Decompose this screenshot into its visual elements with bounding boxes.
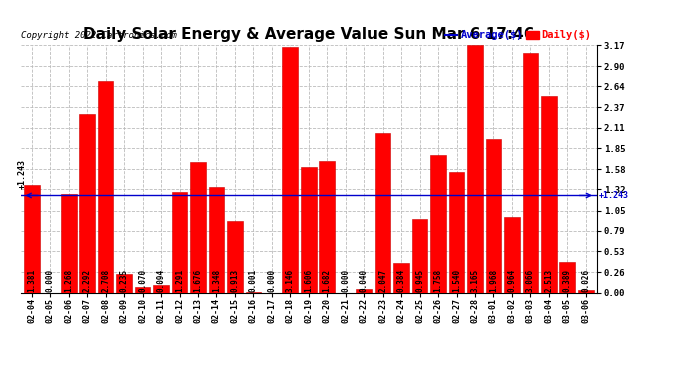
Text: 0.001: 0.001 bbox=[249, 268, 258, 292]
Text: 1.268: 1.268 bbox=[64, 268, 73, 292]
Text: 0.913: 0.913 bbox=[230, 268, 239, 292]
Bar bbox=[486, 139, 502, 292]
Text: 0.945: 0.945 bbox=[415, 268, 424, 292]
Text: Copyright 2022 Cartronics.com: Copyright 2022 Cartronics.com bbox=[21, 31, 177, 40]
Text: 2.708: 2.708 bbox=[101, 268, 110, 292]
Text: 1.606: 1.606 bbox=[304, 268, 313, 292]
Text: 0.384: 0.384 bbox=[397, 268, 406, 292]
Bar bbox=[319, 161, 335, 292]
Bar bbox=[98, 81, 113, 292]
Text: 1.758: 1.758 bbox=[433, 268, 442, 292]
Text: 0.040: 0.040 bbox=[359, 268, 368, 292]
Text: +1.243: +1.243 bbox=[18, 159, 27, 189]
Text: +1.243: +1.243 bbox=[599, 191, 629, 200]
Bar bbox=[393, 262, 409, 292]
Text: 0.070: 0.070 bbox=[138, 268, 147, 292]
Bar bbox=[227, 221, 243, 292]
Text: 1.682: 1.682 bbox=[323, 268, 332, 292]
Text: 3.165: 3.165 bbox=[471, 268, 480, 292]
Bar bbox=[153, 285, 169, 292]
Text: 0.389: 0.389 bbox=[563, 268, 572, 292]
Bar bbox=[190, 162, 206, 292]
Bar bbox=[375, 133, 391, 292]
Text: 0.235: 0.235 bbox=[119, 268, 128, 292]
Text: 0.964: 0.964 bbox=[507, 268, 516, 292]
Text: 2.292: 2.292 bbox=[83, 268, 92, 292]
Text: 0.000: 0.000 bbox=[342, 268, 351, 292]
Bar bbox=[116, 274, 132, 292]
Bar bbox=[356, 290, 372, 292]
Text: 0.026: 0.026 bbox=[581, 268, 590, 292]
Legend: Average($), Daily($): Average($), Daily($) bbox=[445, 30, 591, 40]
Title: Daily Solar Energy & Average Value Sun Mar 6 17:46: Daily Solar Energy & Average Value Sun M… bbox=[83, 27, 535, 42]
Bar bbox=[135, 287, 150, 292]
Text: 3.066: 3.066 bbox=[526, 268, 535, 292]
Text: 1.381: 1.381 bbox=[28, 268, 37, 292]
Text: 1.968: 1.968 bbox=[489, 268, 498, 292]
Bar bbox=[578, 291, 593, 292]
Bar bbox=[522, 53, 538, 292]
Bar bbox=[467, 45, 483, 292]
Bar bbox=[172, 192, 188, 292]
Bar bbox=[560, 262, 575, 292]
Text: 0.094: 0.094 bbox=[157, 268, 166, 292]
Text: 1.676: 1.676 bbox=[193, 268, 202, 292]
Text: 0.000: 0.000 bbox=[46, 268, 55, 292]
Bar bbox=[79, 114, 95, 292]
Bar bbox=[504, 217, 520, 292]
Bar bbox=[448, 172, 464, 292]
Bar bbox=[208, 187, 224, 292]
Bar bbox=[24, 184, 39, 292]
Text: 2.513: 2.513 bbox=[544, 268, 553, 292]
Text: 3.146: 3.146 bbox=[286, 268, 295, 292]
Bar bbox=[430, 155, 446, 292]
Text: 1.540: 1.540 bbox=[452, 268, 461, 292]
Bar bbox=[282, 47, 298, 292]
Bar bbox=[412, 219, 427, 292]
Text: 2.047: 2.047 bbox=[378, 268, 387, 292]
Bar bbox=[61, 194, 77, 292]
Text: 1.348: 1.348 bbox=[212, 268, 221, 292]
Text: 1.291: 1.291 bbox=[175, 268, 184, 292]
Bar bbox=[541, 96, 557, 292]
Bar bbox=[301, 167, 317, 292]
Text: 0.000: 0.000 bbox=[267, 268, 276, 292]
